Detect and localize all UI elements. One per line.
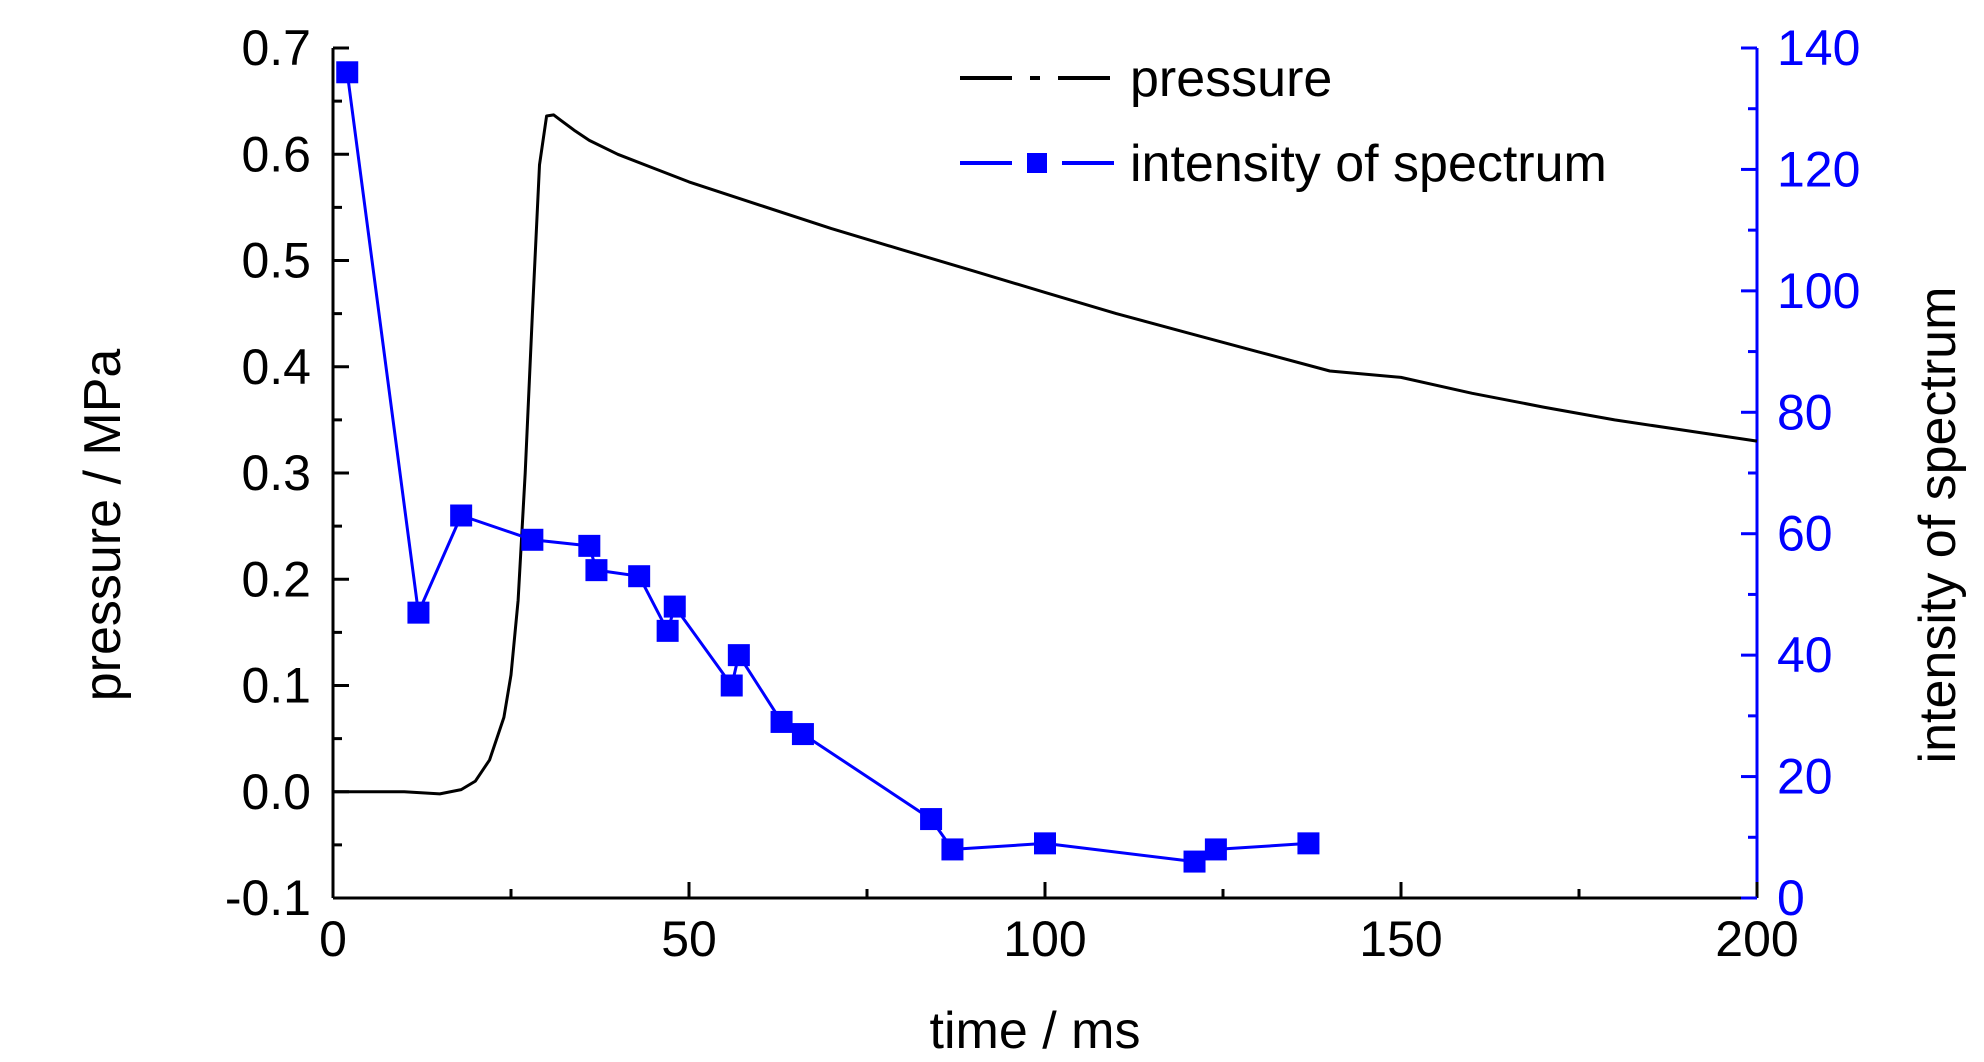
x-axis-title: time / ms — [930, 1002, 1141, 1060]
y-right-tick-label: 60 — [1777, 506, 1833, 562]
y-right-tick-label: 20 — [1777, 749, 1833, 805]
legend-item-pressure: pressure — [960, 50, 1332, 108]
legend-label-pressure: pressure — [1130, 50, 1332, 108]
y-left-tick-label: 0.4 — [241, 339, 311, 395]
y-left-tick-label: 0.3 — [241, 445, 311, 501]
intensity-data-point — [628, 565, 651, 588]
y-right-tick-label: 140 — [1777, 20, 1860, 76]
intensity-data-point — [1204, 838, 1227, 861]
y-right-tick-label: 40 — [1777, 627, 1833, 683]
y-left-tick-label: 0.2 — [241, 551, 311, 607]
x-tick-label: 100 — [1003, 911, 1086, 967]
legend-marker-intensity — [1027, 153, 1047, 173]
intensity-data-point — [920, 808, 943, 831]
x-tick-label: 150 — [1359, 911, 1442, 967]
y-axis-right: 0 20 40 60 80 100 120 140 — [1741, 20, 1860, 926]
y-left-tick-label: 0.6 — [241, 126, 311, 182]
series-line-pressure — [333, 113, 1758, 796]
x-tick-label: 0 — [319, 911, 347, 967]
intensity-data-point — [663, 595, 686, 618]
y-left-tick-label: -0.1 — [225, 870, 311, 926]
intensity-data-point — [727, 644, 750, 667]
y-axis-left: -0.1 0.0 0.1 0.2 0.3 0.4 0.5 0.6 0.7 — [225, 20, 349, 926]
intensity-data-point — [791, 723, 814, 746]
intensity-data-point — [941, 838, 964, 861]
y-right-tick-label: 80 — [1777, 384, 1833, 440]
y-left-tick-label: 0.1 — [241, 658, 311, 714]
y-axis-right-title: intensity of spectrum — [1909, 287, 1967, 764]
y-right-tick-label: 100 — [1777, 263, 1860, 319]
intensity-data-point — [450, 504, 473, 527]
intensity-data-point — [521, 528, 544, 551]
series-layer — [333, 61, 1758, 873]
legend-label-intensity: intensity of spectrum — [1130, 135, 1607, 193]
legend: pressure intensity of spectrum — [960, 50, 1607, 193]
intensity-data-point — [578, 534, 601, 557]
intensity-data-point — [720, 674, 743, 697]
y-left-tick-label: 0.7 — [241, 20, 311, 76]
intensity-data-point — [1183, 850, 1206, 873]
y-right-tick-label: 120 — [1777, 141, 1860, 197]
y-right-tick-label: 0 — [1777, 870, 1805, 926]
intensity-data-point — [1297, 832, 1320, 855]
intensity-data-point — [585, 559, 608, 582]
y-axis-left-title: pressure / MPa — [74, 349, 132, 702]
intensity-data-point — [1034, 832, 1056, 855]
x-tick-label: 200 — [1715, 911, 1798, 967]
intensity-data-point — [407, 601, 430, 624]
y-left-tick-label: 0.5 — [241, 233, 311, 289]
legend-item-intensity: intensity of spectrum — [960, 135, 1607, 193]
x-tick-label: 50 — [661, 911, 717, 967]
y-left-tick-label: 0.0 — [241, 764, 311, 820]
intensity-data-point — [656, 619, 679, 642]
intensity-data-point — [770, 710, 793, 733]
intensity-data-point — [336, 61, 359, 84]
x-axis: 0 50 100 150 200 — [319, 882, 1799, 967]
